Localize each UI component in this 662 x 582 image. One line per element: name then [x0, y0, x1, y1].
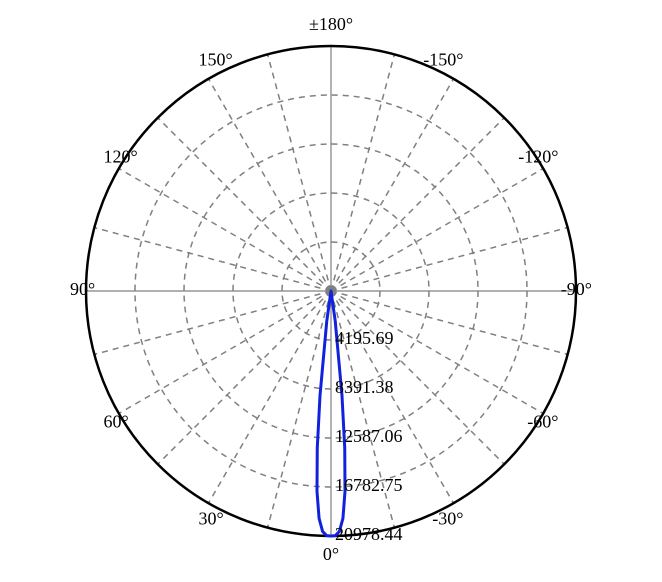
radial-labels: 4195.69 8391.38 12587.06 16782.75 20978.44: [335, 328, 403, 544]
angle-label: -60°: [527, 412, 558, 432]
radial-tick-label: 12587.06: [335, 426, 403, 446]
grid-spoke: [331, 228, 568, 291]
grid-spoke: [158, 291, 331, 464]
grid-spoke: [158, 118, 331, 291]
radial-tick-label: 16782.75: [335, 475, 403, 495]
angle-label: 30°: [199, 509, 224, 529]
angle-label: -30°: [432, 509, 463, 529]
grid-spoke: [209, 291, 332, 503]
angle-label: ±180°: [309, 14, 353, 34]
grid-spoke: [331, 169, 543, 292]
angle-label: 0°: [323, 544, 339, 564]
angle-label: -90°: [561, 279, 592, 299]
grid-spoke: [331, 79, 454, 291]
radial-tick-label: 8391.38: [335, 377, 394, 397]
radial-tick-label: 4195.69: [335, 328, 394, 348]
grid-spoke: [209, 79, 332, 291]
angle-label: 90°: [70, 279, 95, 299]
angle-label: 150°: [199, 50, 233, 70]
polar-chart: 4195.69 8391.38 12587.06 16782.75 20978.44 0…: [0, 0, 662, 582]
radial-tick-label: 20978.44: [335, 524, 403, 544]
grid-spoke: [268, 291, 331, 528]
grid-spoke: [94, 291, 331, 354]
grid-spoke: [94, 228, 331, 291]
angle-label: -120°: [518, 147, 558, 167]
grid-spoke: [119, 169, 331, 292]
angle-label: -150°: [423, 50, 463, 70]
angle-label: 120°: [104, 147, 138, 167]
grid-spoke: [268, 54, 331, 291]
grid-spoke: [331, 54, 394, 291]
angle-label: 60°: [104, 412, 129, 432]
grid-spoke: [119, 291, 331, 414]
grid-spoke: [331, 118, 504, 291]
